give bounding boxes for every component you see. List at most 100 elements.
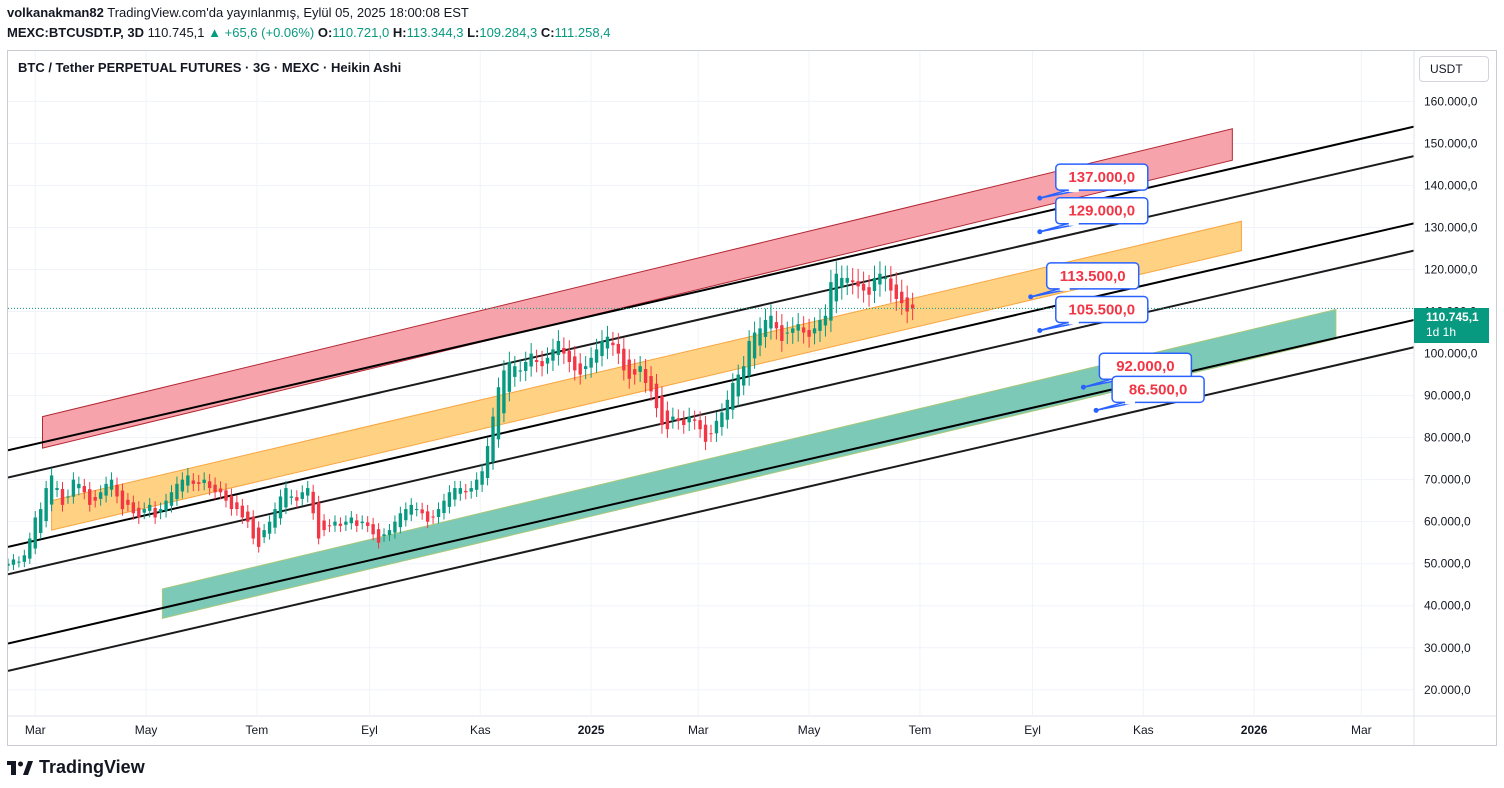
candle-body [507, 361, 512, 392]
candle-body [169, 492, 174, 506]
chart-title: BTC / Tether PERPETUAL FUTURES · 3G · ME… [18, 60, 402, 75]
candle-body [496, 387, 501, 440]
candle-body [442, 500, 446, 514]
x-tick-label: Eyl [361, 723, 378, 737]
candle-body [714, 420, 719, 434]
candle-body [469, 488, 473, 492]
candle-body [82, 486, 86, 493]
x-tick-label: May [135, 723, 158, 737]
candle-body [240, 505, 245, 518]
candle-body [158, 509, 163, 513]
candle-body [186, 475, 190, 486]
candle-body [485, 446, 490, 478]
candle-body [807, 329, 811, 337]
candle-body [720, 412, 724, 428]
candle-body [453, 488, 457, 500]
candle-body [796, 324, 800, 331]
candle-body [120, 490, 125, 510]
candle-body [600, 340, 604, 357]
candle-body [698, 420, 702, 430]
candle-body [633, 369, 637, 375]
tradingview-logo[interactable]: TradingView [7, 757, 145, 778]
candle-body [191, 480, 195, 484]
price-callout [1055, 163, 1149, 191]
candle-body [671, 416, 675, 420]
high-value: 113.344,3 [406, 25, 464, 40]
candle-body [529, 353, 533, 367]
y-tick-label: 80.000,0 [1424, 431, 1471, 445]
ohlc-legend: MEXC:BTCUSDT.P, 3D 110.745,1 ▲ +65,6 (+0… [7, 25, 610, 40]
candle-body [109, 479, 114, 490]
x-tick-label: Eyl [1024, 723, 1041, 737]
y-tick-label: 140.000,0 [1424, 178, 1478, 192]
candle-body [703, 424, 708, 442]
candle-body [649, 376, 653, 392]
candle-body [22, 555, 27, 562]
close-label: C: [540, 25, 555, 40]
candle-body [93, 497, 97, 501]
candle-body [823, 315, 828, 326]
callout-text: 105.500,0 [1068, 301, 1135, 318]
candle-body [513, 366, 517, 377]
candle-body [534, 360, 539, 362]
candle-body [66, 496, 70, 498]
x-tick-label: 2026 [1241, 723, 1268, 737]
candle-body [818, 319, 822, 331]
candle-body [573, 356, 577, 371]
high-label: H: [392, 25, 407, 40]
candle-body [202, 479, 206, 484]
candle-body [207, 481, 212, 489]
candle-body [229, 495, 234, 510]
published-text: TradingView.com'da yayınlanmış, Eylül 05… [107, 5, 469, 20]
x-tick-label: 2025 [578, 723, 605, 737]
candle-body [889, 278, 893, 291]
candle-body [910, 304, 915, 309]
price-callout [1055, 196, 1149, 225]
candle-body [387, 530, 392, 536]
currency-unit-button[interactable]: USDT [1419, 56, 1489, 82]
candle-body [8, 563, 10, 566]
low-value: 109.284,3 [479, 25, 538, 40]
callout-joint [1125, 400, 1136, 405]
x-tick-label: May [798, 723, 821, 737]
candle-body [556, 340, 561, 356]
candle-body [251, 516, 255, 539]
callout-anchor [1028, 294, 1034, 300]
x-tick-label: Mar [1351, 723, 1372, 737]
candle-body [322, 520, 326, 531]
candle-body [883, 277, 888, 280]
x-tick-label: Kas [1133, 723, 1154, 737]
candle-body [28, 538, 32, 559]
candle-body [148, 504, 152, 511]
price-callout [1045, 262, 1140, 290]
author-name[interactable]: volkanakman82 [7, 5, 104, 20]
y-tick-label: 100.000,0 [1424, 347, 1478, 361]
candle-body [55, 488, 59, 491]
candle-body [654, 383, 659, 409]
callout-anchor [1037, 229, 1043, 235]
candle-body [289, 496, 294, 498]
candle-body [594, 349, 599, 363]
candle-body [763, 319, 768, 337]
y-tick-label: 20.000,0 [1424, 683, 1471, 697]
y-tick-label: 50.000,0 [1424, 557, 1471, 571]
x-tick-label: Tem [909, 723, 932, 737]
candle-body [98, 492, 103, 499]
tradingview-logo-icon [7, 760, 33, 775]
candle-body [480, 471, 484, 485]
candle-body [709, 433, 713, 435]
price-callout [1055, 295, 1149, 324]
candle-body [284, 488, 288, 508]
candle-body [562, 348, 566, 354]
candle-body [660, 395, 664, 426]
candle-body [436, 509, 441, 517]
candle-body [605, 336, 610, 349]
candle-body [224, 490, 228, 501]
chart-frame[interactable] [7, 50, 1497, 746]
up-arrow-icon: ▲ [208, 25, 222, 40]
candle-body [894, 284, 898, 299]
candle-body [371, 524, 375, 535]
candle-body [425, 511, 430, 522]
callout-text: 92.000,0 [1116, 358, 1174, 375]
